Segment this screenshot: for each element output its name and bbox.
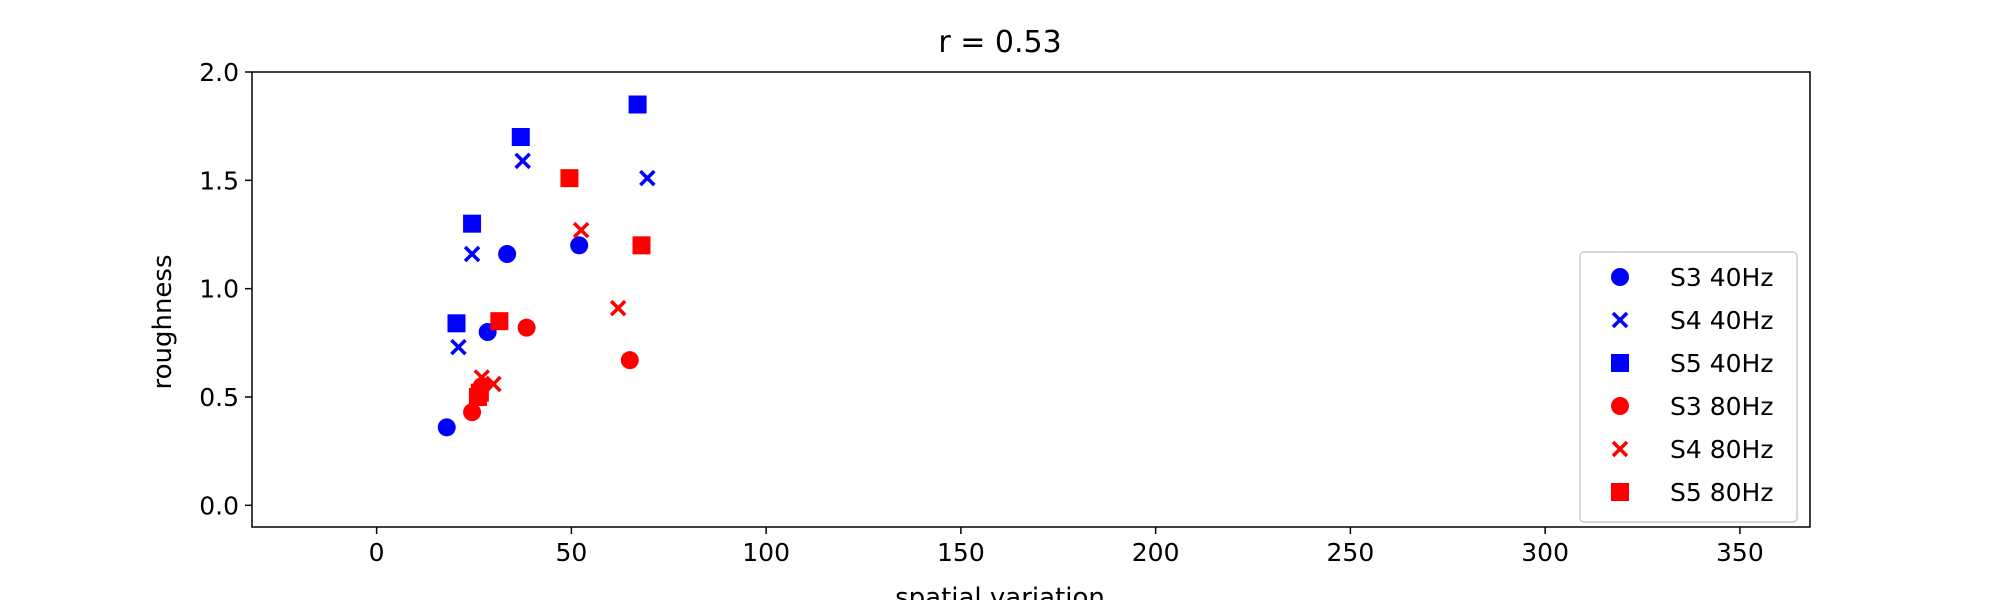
series-s3-40hz bbox=[437, 236, 589, 437]
series-s5-40hz bbox=[447, 95, 647, 333]
axis-ticks: 0 50 100 150 200 250 300 350 0.0 0.5 1.0 1.5 2.0 bbox=[199, 58, 1764, 567]
y-tick-label: 1.5 bbox=[199, 166, 239, 195]
data-point bbox=[490, 312, 509, 331]
data-point bbox=[620, 351, 639, 370]
series-s5-80hz bbox=[468, 169, 651, 406]
legend-marker bbox=[1611, 397, 1629, 415]
legend: S3 40Hz S4 40Hz S5 40Hz S3 80Hz S4 80Hz S5 80… bbox=[1579, 251, 1798, 523]
y-axis-label: roughness bbox=[148, 254, 178, 389]
x-tick-label: 100 bbox=[742, 538, 790, 567]
legend-marker bbox=[1611, 440, 1629, 458]
data-point bbox=[628, 95, 647, 114]
data-point bbox=[511, 128, 530, 146]
x-tick-label: 250 bbox=[1327, 538, 1375, 567]
data-point bbox=[463, 403, 482, 422]
data-point bbox=[463, 245, 481, 263]
y-tick-label: 2.0 bbox=[199, 58, 239, 87]
data-point bbox=[570, 236, 589, 255]
data-point bbox=[498, 245, 517, 263]
data-point bbox=[639, 169, 656, 187]
legend-marker bbox=[1611, 311, 1629, 329]
y-tick-label: 0.5 bbox=[199, 383, 239, 412]
x-tick-label: 200 bbox=[1132, 538, 1180, 567]
legend-box bbox=[1579, 251, 1798, 523]
legend-marker bbox=[1611, 354, 1629, 372]
data-point bbox=[450, 338, 467, 356]
data-point bbox=[517, 318, 536, 337]
y-tick-label: 1.0 bbox=[199, 275, 239, 304]
data-point bbox=[473, 369, 491, 386]
legend-marker bbox=[1611, 268, 1629, 286]
x-tick-label: 0 bbox=[369, 538, 385, 567]
data-points bbox=[437, 95, 656, 437]
series-s4-40hz bbox=[450, 152, 656, 356]
series-s4-80hz bbox=[473, 221, 627, 393]
data-point bbox=[463, 214, 482, 233]
x-tick-label: 50 bbox=[555, 538, 587, 567]
data-point bbox=[572, 221, 590, 239]
x-tick-label: 150 bbox=[937, 538, 985, 567]
legend-label: S5 40Hz bbox=[1670, 349, 1773, 378]
x-axis-label: spatial variation bbox=[895, 583, 1105, 600]
data-point bbox=[560, 169, 579, 188]
data-point bbox=[437, 418, 456, 437]
y-tick-label: 0.0 bbox=[199, 491, 239, 520]
x-tick-label: 350 bbox=[1716, 538, 1764, 567]
data-point bbox=[447, 314, 466, 333]
legend-marker bbox=[1611, 483, 1629, 501]
plot-frame bbox=[251, 71, 1811, 528]
legend-label: S3 80Hz bbox=[1670, 392, 1773, 421]
chart-title: r = 0.53 bbox=[938, 25, 1061, 60]
data-point bbox=[609, 299, 627, 317]
legend-label: S4 40Hz bbox=[1670, 306, 1773, 335]
legend-label: S5 80Hz bbox=[1670, 478, 1773, 507]
x-tick-label: 300 bbox=[1521, 538, 1569, 567]
legend-label: S3 40Hz bbox=[1670, 263, 1773, 292]
data-point bbox=[514, 152, 531, 170]
legend-label: S4 80Hz bbox=[1670, 435, 1773, 464]
data-point bbox=[470, 383, 489, 402]
data-point bbox=[632, 236, 651, 255]
